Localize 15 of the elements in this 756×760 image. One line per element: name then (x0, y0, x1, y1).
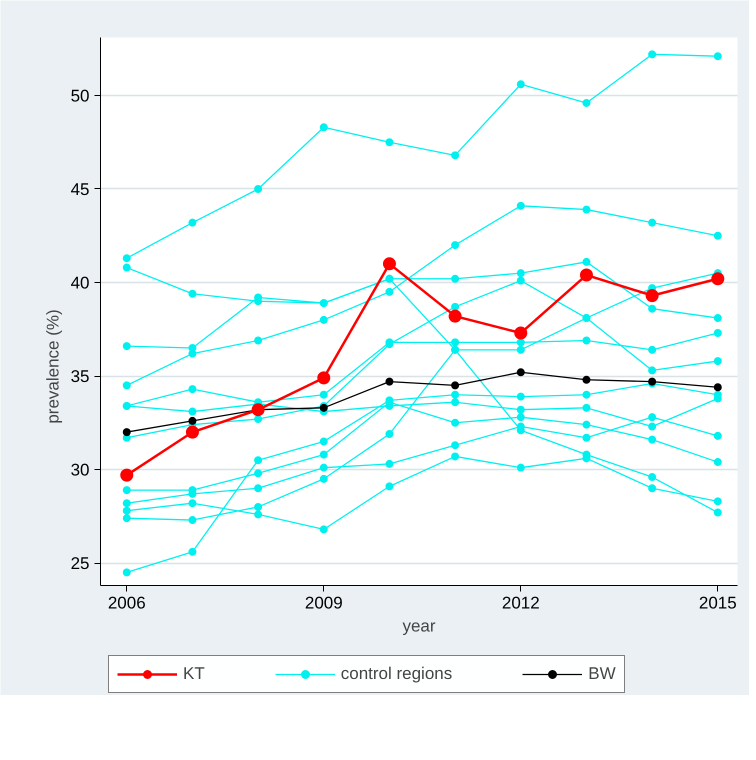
y-tick-label: 30 (70, 460, 90, 480)
x-tick-label: 2009 (304, 594, 343, 612)
legend-label: BW (588, 664, 616, 684)
legend-label: KT (183, 664, 205, 684)
legend-label: control regions (340, 664, 452, 684)
y-tick-label: 50 (70, 86, 90, 106)
x-axis-title: year (402, 616, 436, 636)
y-tick-label: 25 (70, 554, 90, 574)
y-axis-title: prevalence (%) (44, 309, 63, 424)
x-tick-label: 2012 (502, 594, 540, 612)
y-tick-label: 45 (70, 180, 90, 199)
y-tick-label: 35 (70, 367, 90, 386)
y-tick-label: 40 (70, 274, 90, 293)
x-tick-label: 2015 (698, 594, 737, 612)
x-tick-label: 2006 (108, 594, 146, 612)
